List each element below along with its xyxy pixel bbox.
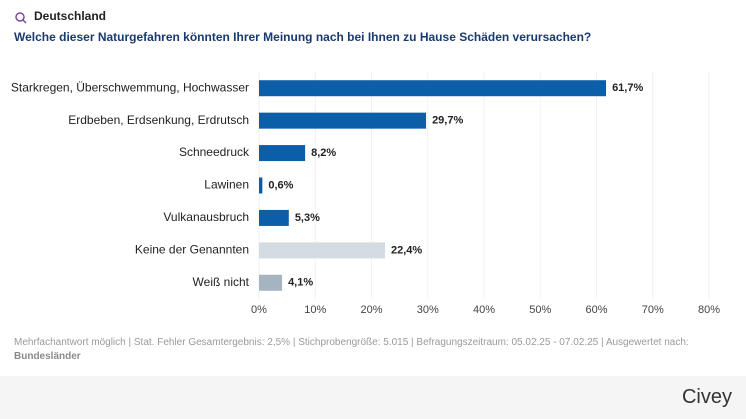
y-tick-label: Keine der Genannten	[135, 243, 249, 257]
value-label: 22,4%	[391, 244, 422, 256]
value-label: 4,1%	[288, 277, 313, 289]
value-label: 61,7%	[612, 82, 643, 94]
x-tick-label: 20%	[360, 304, 382, 316]
value-label: 0,6%	[268, 179, 293, 191]
x-tick-label: 30%	[417, 304, 439, 316]
note-bold: Bundesländer	[14, 351, 81, 362]
x-tick-label: 70%	[642, 304, 664, 316]
y-tick-label: Weiß nicht	[193, 275, 250, 289]
y-tick-label: Schneedruck	[179, 145, 250, 159]
footnote: Mehrfachantwort möglich | Stat. Fehler G…	[14, 336, 714, 364]
location: Deutschland	[34, 9, 106, 23]
value-label: 29,7%	[432, 115, 463, 127]
bar	[259, 80, 607, 97]
icon	[15, 12, 25, 22]
value-label: 8,2%	[311, 147, 336, 159]
x-tick-label: 60%	[585, 304, 607, 316]
bar	[259, 274, 283, 291]
bar	[259, 145, 306, 162]
x-tick-label: 10%	[304, 304, 326, 316]
chart-title: Welche dieser Naturgefahren könnten Ihre…	[14, 30, 591, 44]
y-tick-label: Lawinen	[204, 178, 249, 192]
x-tick-label: 40%	[473, 304, 495, 316]
x-tick-label: 80%	[698, 304, 720, 316]
value-label: 5,3%	[295, 212, 320, 224]
bar	[259, 177, 263, 194]
bar	[259, 242, 385, 259]
bar	[259, 209, 289, 226]
icon	[22, 19, 27, 24]
x-tick-label: 0%	[251, 304, 267, 316]
brand: Civey	[681, 386, 732, 408]
chart: Deutschland Welche dieser Naturgefahren …	[11, 9, 720, 316]
note: Mehrfachantwort möglich | Stat. Fehler G…	[14, 337, 689, 348]
footer-band: Civey	[0, 376, 746, 419]
y-tick-label: Vulkanausbruch	[163, 210, 249, 224]
y-tick-label: Erdbeben, Erdsenkung, Erdrutsch	[68, 113, 249, 127]
bar	[259, 112, 427, 129]
x-tick-label: 50%	[529, 304, 551, 316]
y-tick-label: Starkregen, Überschwemmung, Hochwasser	[11, 80, 249, 94]
